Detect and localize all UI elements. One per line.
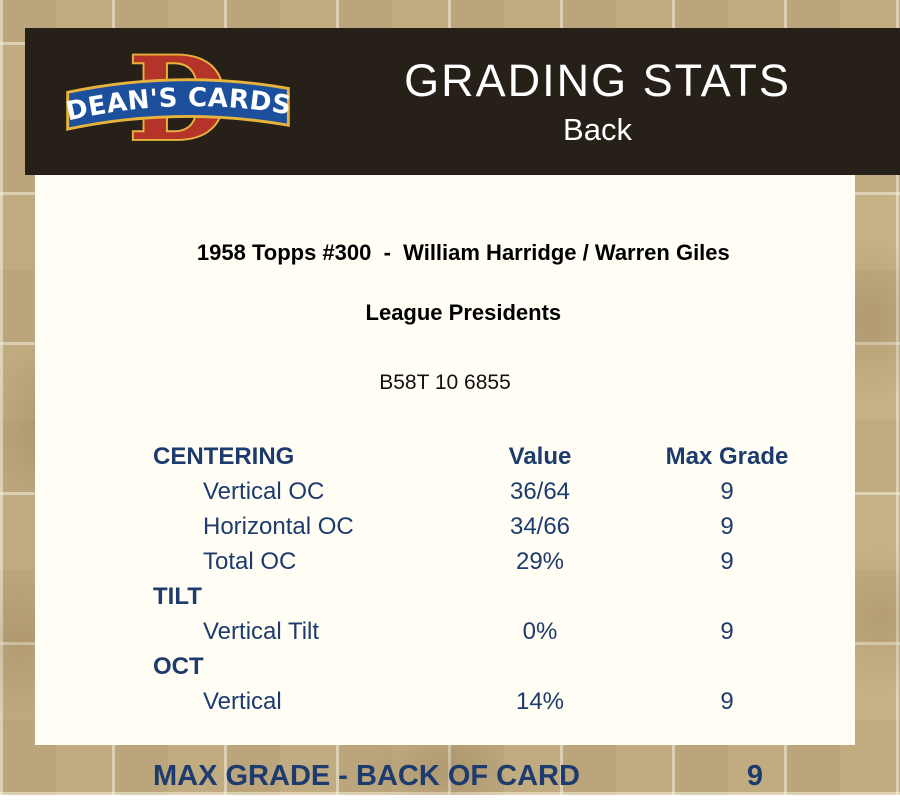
deans-cards-logo[interactable]: D DEAN'S CARDS <box>53 30 303 168</box>
row-value: Value <box>508 442 572 470</box>
row-label: Vertical OC <box>203 477 325 505</box>
row-max-grade: Max Grade <box>665 442 789 470</box>
table-section-row: OCT <box>35 649 855 684</box>
table-row: Vertical OC 36/64 9 <box>35 474 855 509</box>
table-row: Vertical 14% 9 <box>35 684 855 719</box>
table-row: Total OC 29% 9 <box>35 544 855 579</box>
grading-panel: 1958 Topps #300 - William Harridge / War… <box>35 175 855 792</box>
row-value: 36/64 <box>509 477 571 505</box>
max-grade-label: MAX GRADE - BACK OF CARD <box>153 760 580 792</box>
table-row: Vertical Tilt 0% 9 <box>35 614 855 649</box>
max-grade-row: MAX GRADE - BACK OF CARD 9 <box>35 760 855 800</box>
grading-table: CENTERING Value Max Grade Vertical OC 36/64 9… <box>35 439 855 719</box>
row-label: OCT <box>153 652 204 680</box>
card-title: 1958 Topps #300 - William Harridge / War… <box>35 208 855 358</box>
row-value: 0% <box>522 617 558 645</box>
row-label: CENTERING <box>153 442 295 470</box>
header-bar: D DEAN'S CARDS GRADING STATS Back <box>25 28 900 175</box>
table-header-row: CENTERING Value Max Grade <box>35 439 855 474</box>
row-max-grade: 9 <box>720 687 734 715</box>
table-section-row: TILT <box>35 579 855 614</box>
row-label: Vertical <box>203 687 282 715</box>
row-max-grade: 9 <box>720 617 734 645</box>
row-max-grade: 9 <box>720 512 734 540</box>
card-title-line2: League Presidents <box>365 300 562 325</box>
row-label: Horizontal OC <box>203 512 354 540</box>
deans-cards-logo-image: D DEAN'S CARDS <box>63 30 293 168</box>
logo-ribbon <box>66 78 290 131</box>
row-label: Vertical Tilt <box>203 617 320 645</box>
table-row: Horizontal OC 34/66 9 <box>35 509 855 544</box>
row-label: Total OC <box>203 547 297 575</box>
row-value: 14% <box>515 687 565 715</box>
page-title: GRADING STATS <box>404 54 791 106</box>
card-code: B58T 10 6855 <box>379 371 511 394</box>
row-value: 29% <box>515 547 565 575</box>
row-label: TILT <box>153 582 202 610</box>
row-value: 34/66 <box>509 512 571 540</box>
row-max-grade: 9 <box>720 477 734 505</box>
header-titles: GRADING STATS Back <box>310 28 885 175</box>
max-grade-value: 9 <box>746 760 764 792</box>
row-max-grade: 9 <box>720 547 734 575</box>
page-subtitle: Back <box>563 112 632 148</box>
card-title-line1: 1958 Topps #300 - William Harridge / War… <box>196 240 730 265</box>
